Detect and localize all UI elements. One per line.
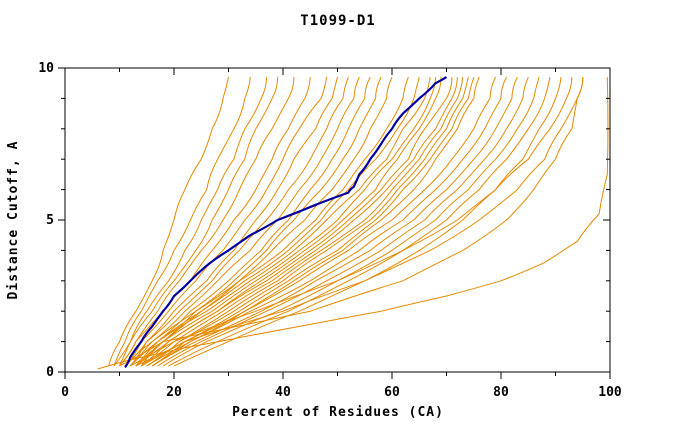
- tick-labels-group: 0 20 40 60 80 100 0 5 10: [38, 61, 622, 400]
- model-curve: [162, 76, 540, 367]
- x-tick-label: 100: [598, 385, 622, 400]
- model-curve: [135, 76, 382, 367]
- model-curve: [146, 76, 469, 367]
- x-tick-label: 40: [275, 385, 291, 400]
- model-curve: [130, 76, 420, 367]
- model-curve: [135, 77, 584, 367]
- model-curve: [119, 77, 295, 367]
- y-axis-label: Distance Cutoff, A: [6, 141, 21, 300]
- y-tick-label: 0: [46, 365, 54, 380]
- axes-group: [58, 67, 611, 379]
- model-curve: [135, 77, 437, 367]
- x-tick-label: 80: [493, 385, 509, 400]
- chart-title: T1099-D1: [300, 13, 375, 29]
- model-curve: [130, 77, 431, 367]
- x-tick-label: 0: [61, 385, 69, 400]
- model-curves-group: [97, 76, 609, 370]
- model-curve: [119, 77, 268, 367]
- model-curve: [140, 77, 453, 367]
- model-curve: [130, 76, 349, 367]
- model-curve: [119, 77, 311, 367]
- x-axis-label: Percent of Residues (CA): [232, 405, 444, 420]
- model-curve: [113, 77, 251, 367]
- model-curve: [146, 77, 464, 367]
- model-curve: [173, 77, 562, 367]
- model-curve: [130, 77, 573, 367]
- model-curve: [141, 77, 458, 367]
- model-curve: [113, 77, 279, 367]
- model-curve: [151, 76, 475, 367]
- highlight-curve-group: [124, 76, 448, 369]
- model-curve: [119, 77, 584, 367]
- model-curve: [151, 76, 518, 367]
- model-curve: [146, 76, 507, 367]
- y-tick-label: 5: [46, 213, 54, 228]
- model-curve: [108, 76, 229, 367]
- x-tick-label: 60: [384, 385, 400, 400]
- model-curve: [124, 76, 409, 367]
- model-curve: [157, 76, 529, 367]
- highlight-curve: [124, 76, 448, 369]
- model-curve: [124, 77, 328, 367]
- y-tick-label: 10: [38, 61, 54, 76]
- model-curve: [135, 77, 442, 367]
- outlier-model-curve: [97, 77, 609, 370]
- x-tick-label: 20: [166, 385, 182, 400]
- model-curve: [124, 76, 338, 367]
